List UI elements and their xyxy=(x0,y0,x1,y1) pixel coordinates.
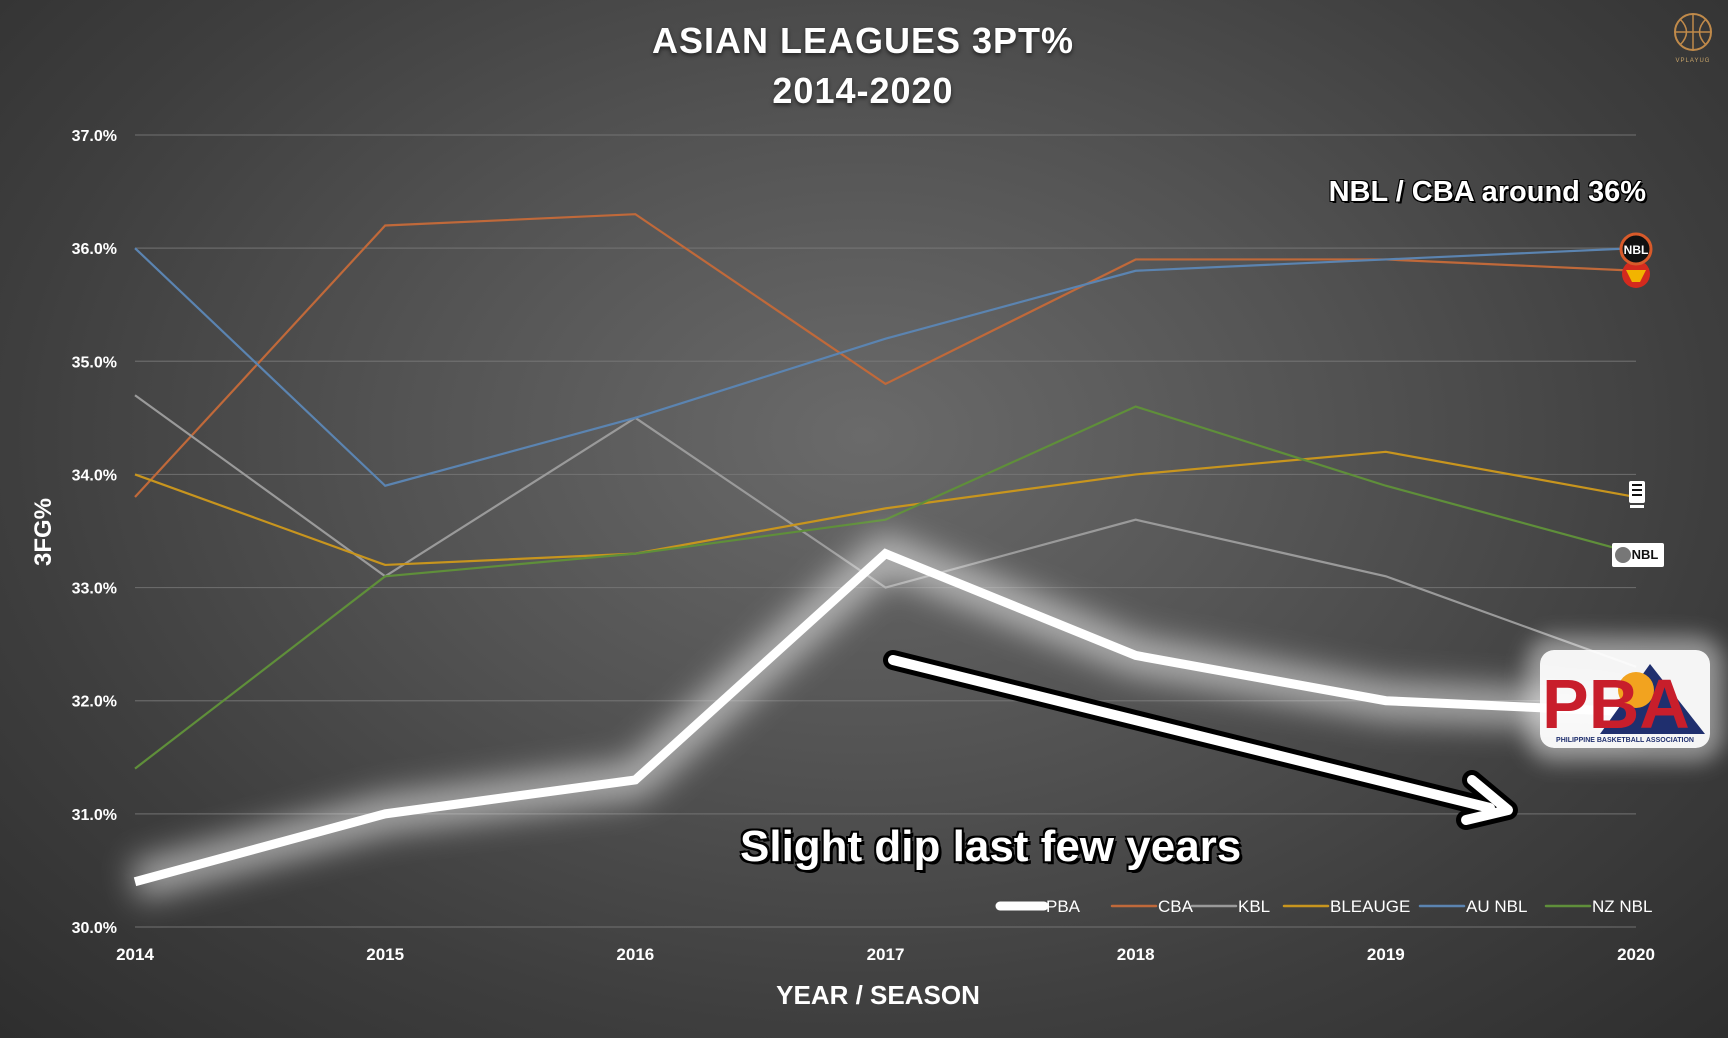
y-axis-label: 3FG% xyxy=(30,497,57,567)
chart-subtitle: 2014-2020 xyxy=(772,70,954,111)
legend-label-bleauge: BLEAUGE xyxy=(1330,897,1410,916)
dip-callout: Slight dip last few years xyxy=(740,822,1242,871)
x-tick-label: 2014 xyxy=(116,945,154,964)
y-tick-label: 37.0% xyxy=(72,128,117,145)
x-tick-label: 2016 xyxy=(616,945,654,964)
nbl-cba-callout: NBL / CBA around 36% xyxy=(1328,176,1646,208)
series-line-cba xyxy=(134,213,1637,498)
y-tick-label: 30.0% xyxy=(72,920,117,937)
y-tick-label: 36.0% xyxy=(72,241,117,258)
legend-label-cba: CBA xyxy=(1158,897,1194,916)
pba-caption: PHILIPPINE BASKETBALL ASSOCIATION xyxy=(1556,737,1694,744)
nz-badge-text: NBL xyxy=(1632,547,1659,562)
y-tick-label: 33.0% xyxy=(72,581,117,598)
trend-arrow xyxy=(883,650,1518,830)
brand-logo: VPLAYUG xyxy=(1670,12,1716,64)
x-tick-label: 2018 xyxy=(1117,945,1155,964)
legend-label-au-nbl: AU NBL xyxy=(1466,897,1527,916)
nz-nbl-logo: NBL xyxy=(1612,543,1664,567)
pba-letters: PBA xyxy=(1542,665,1690,734)
bleague-logo xyxy=(1629,481,1645,508)
x-tick-label: 2019 xyxy=(1367,945,1405,964)
series-line-kbl xyxy=(134,394,1637,668)
y-tick-label: 34.0% xyxy=(72,467,117,484)
nbl-cba-logos: NBL xyxy=(1619,232,1653,288)
x-tick-label: 2017 xyxy=(867,945,905,964)
legend-label-kbl: KBL xyxy=(1238,897,1270,916)
pba-logo: PBA PHILIPPINE BASKETBALL ASSOCIATION xyxy=(1540,650,1710,748)
y-tick-label: 35.0% xyxy=(72,354,117,371)
nbl-badge-text: NBL xyxy=(1624,243,1649,257)
brand-text: VPLAYUG xyxy=(1675,58,1711,64)
pba-logo-mark: PBA xyxy=(1542,664,1705,743)
basketball-icon xyxy=(1674,13,1712,51)
y-tick-label: 31.0% xyxy=(72,807,117,824)
chart-title: ASIAN LEAGUES 3PT% xyxy=(651,20,1075,61)
series-line-au-nbl xyxy=(134,247,1637,487)
y-tick-label: 32.0% xyxy=(72,694,117,711)
x-axis-label: YEAR / SEASON xyxy=(776,980,980,1010)
legend-label-pba: PBA xyxy=(1046,897,1081,916)
x-tick-label: 2015 xyxy=(366,945,404,964)
x-tick-label: 2020 xyxy=(1617,945,1655,964)
legend-label-nz-nbl: NZ NBL xyxy=(1592,897,1652,916)
